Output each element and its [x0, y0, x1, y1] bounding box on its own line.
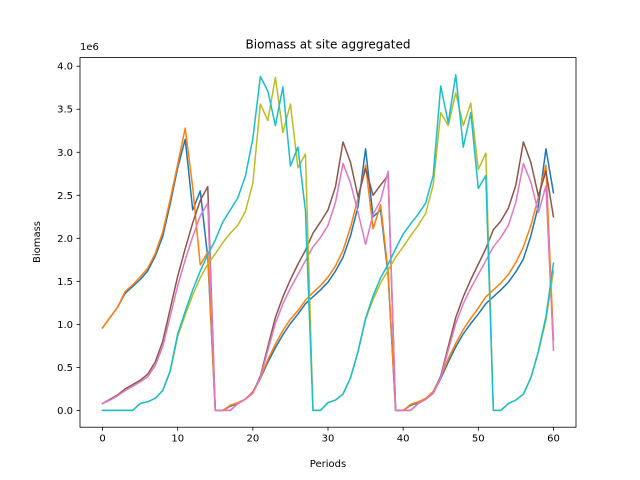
- x-tick-label: 30: [322, 434, 335, 445]
- x-axis-label: Periods: [310, 459, 346, 470]
- plot-area: [79, 57, 577, 428]
- series-line-2: [101, 127, 555, 412]
- y-tick-label: 0.5: [57, 363, 73, 374]
- series-line-6: [101, 74, 555, 412]
- x-axis: 0 10 20 30 40 50 60: [99, 427, 560, 445]
- x-tick-label: 50: [472, 434, 485, 445]
- chart-title: Biomass at site aggregated: [246, 38, 411, 52]
- y-tick-label: 1.0: [57, 320, 73, 331]
- y-tick-label: 4.0: [57, 62, 73, 73]
- y-tick-label: 0.0: [57, 406, 73, 417]
- y-tick-label: 1.5: [57, 277, 73, 288]
- x-tick-label: 20: [246, 434, 259, 445]
- y-tick-label: 3.5: [57, 105, 73, 116]
- y-tick-label: 2.0: [57, 234, 73, 245]
- y-tick-label: 3.0: [57, 148, 73, 159]
- y-offset-label: 1e6: [80, 42, 99, 53]
- x-tick-label: 0: [99, 434, 105, 445]
- y-tick-label: 2.5: [57, 191, 73, 202]
- y-axis-label: Biomass: [32, 221, 43, 263]
- plot-background: [80, 57, 576, 428]
- x-tick-label: 10: [171, 434, 184, 445]
- x-tick-label: 60: [547, 434, 560, 445]
- series-layer: [101, 74, 555, 412]
- x-tick-label: 40: [397, 434, 410, 445]
- series-line-3: [101, 141, 555, 412]
- series-line-4: [101, 162, 555, 412]
- y-axis: 0.0 0.5 1.0 1.5 2.0 2.5 3.0 3.5 4.0: [57, 62, 80, 417]
